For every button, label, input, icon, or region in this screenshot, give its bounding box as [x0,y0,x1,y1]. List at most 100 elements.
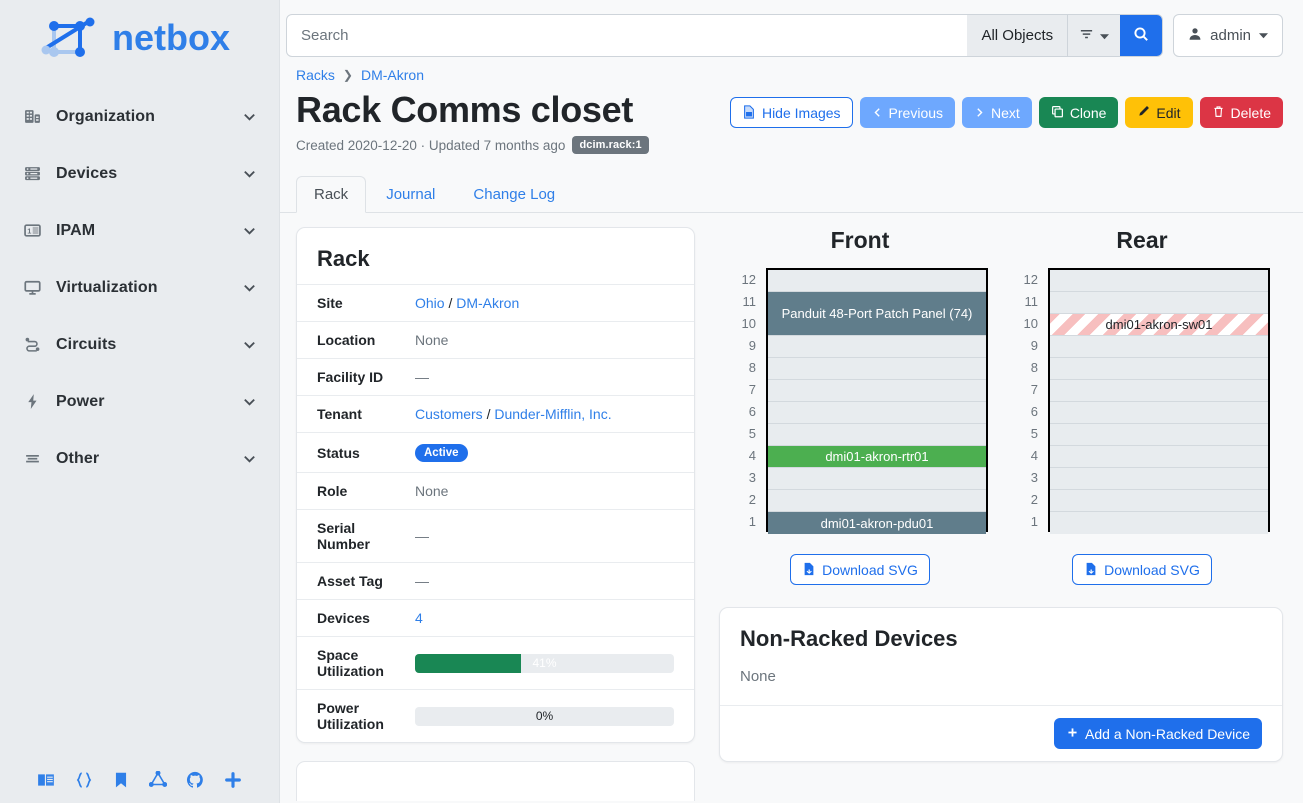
github-icon[interactable] [186,771,204,789]
graphql-icon[interactable] [149,771,168,789]
non-racked-empty-text: None [740,668,776,686]
docs-book-icon[interactable] [37,771,55,789]
search-icon [1133,26,1149,45]
rack-unit-empty[interactable] [768,402,986,425]
plus-icon [1066,726,1079,741]
rear-rack-box[interactable]: dmi01-akron-sw01 [1048,268,1270,535]
tenant-group-link[interactable]: Customers [415,406,483,423]
delete-button[interactable]: Delete [1199,97,1283,128]
other-icon [22,450,42,467]
rack-unit-empty[interactable] [768,270,986,293]
rack-card-title: Rack [317,246,370,272]
rack-unit-empty[interactable] [1050,490,1268,513]
page-title: Rack Comms closet [296,89,634,130]
sidebar-item-label: Power [56,392,105,410]
rack-unit-empty[interactable] [1050,292,1268,315]
rack-unit-empty[interactable] [768,424,986,447]
rack-unit-empty[interactable] [1050,468,1268,491]
front-rack-box[interactable]: Panduit 48-Port Patch Panel (74) dmi01-ak… [766,268,988,535]
slack-icon[interactable] [224,771,242,789]
rack-unit-empty[interactable] [1050,270,1268,293]
search-input[interactable] [287,15,968,56]
rack-unit-empty[interactable] [768,468,986,491]
bookmark-icon[interactable] [112,771,130,789]
sidebar-item-power[interactable]: Power [0,373,279,430]
rack-unit-empty[interactable] [768,336,986,359]
row-label: Devices [317,610,370,627]
add-non-racked-device-button[interactable]: Add a Non-Racked Device [1054,718,1262,750]
tab-journal[interactable]: Journal [386,186,436,204]
table-row: Location None [297,321,694,359]
table-row: Role None [297,472,694,510]
row-value: — [415,573,429,590]
rack-unit-empty[interactable] [1050,380,1268,403]
rear-elevation-wrap: 12 11 10 9 8 7 6 5 4 3 2 1 dmi01-akron-sw01 [1014,268,1270,535]
front-elevation: Front 12 11 10 9 8 7 6 5 4 3 2 1 Panduit 48-Port Pa… [719,227,1001,586]
rack-unit-empty[interactable] [1050,424,1268,447]
rack-device[interactable]: dmi01-akron-pdu01 [768,512,986,535]
rack-unit-label: 2 [1030,491,1038,507]
row-value: 4 [415,600,694,637]
download-svg-front-button[interactable]: Download SVG [790,554,930,586]
search-scope-selector[interactable]: All Objects [967,15,1068,56]
device-count-link[interactable]: 4 [415,610,423,627]
status-badge: Active [415,444,468,463]
rack-unit-empty[interactable] [1050,446,1268,469]
sidebar-item-organization[interactable]: Organization [0,88,279,145]
tenant-link[interactable]: Dunder-Mifflin, Inc. [494,406,612,423]
button-label: Hide Images [761,104,841,121]
rack-unit-empty[interactable] [1050,358,1268,381]
breadcrumb-site[interactable]: DM-Akron [360,67,424,83]
rack-unit-empty[interactable] [1050,336,1268,359]
non-racked-title: Non-Racked Devices [740,626,958,652]
hide-images-button[interactable]: Hide Images [729,97,853,128]
sidebar-item-other[interactable]: Other [0,430,279,487]
button-label: Download SVG [822,561,918,578]
row-label: Serial Number [317,520,370,553]
sidebar-item-label: Other [56,449,100,467]
site-group-link[interactable]: Ohio [415,295,445,312]
breadcrumb-racks[interactable]: Racks [296,67,335,83]
rack-unit-empty[interactable] [768,358,986,381]
rack-unit-label: 2 [748,491,756,507]
circuits-icon [22,336,42,353]
copy-icon [1051,105,1064,120]
button-label: Clone [1069,104,1107,121]
sidebar-item-virtualization[interactable]: Virtualization [0,259,279,316]
search-filter-dropdown[interactable] [1067,15,1121,56]
non-racked-devices-card: Non-Racked Devices None Add a Non-Racked… [719,607,1283,763]
chevron-right-icon [974,106,985,120]
rack-device[interactable]: dmi01-akron-sw01 [1050,314,1268,337]
tab-rack[interactable]: Rack [296,176,367,214]
rack-device[interactable]: Panduit 48-Port Patch Panel (74) [768,292,986,337]
sidebar-item-devices[interactable]: Devices [0,145,279,202]
api-braces-icon[interactable] [75,771,93,789]
rack-unit-empty[interactable] [768,490,986,513]
next-button[interactable]: Next [962,97,1032,128]
row-value: — [415,528,429,545]
row-label: Facility ID [317,369,384,386]
search-submit-button[interactable] [1120,15,1163,56]
chevron-down-icon [241,451,257,466]
clone-button[interactable]: Clone [1038,97,1119,128]
chevron-left-icon [872,106,883,120]
table-row: Power Utilization 0% [297,689,694,743]
row-value: — [415,369,429,386]
row-value: Ohio / DM-Akron [415,285,694,322]
title-row: Rack Comms closet Hide Images Previous [286,89,1283,130]
sidebar-item-circuits[interactable]: Circuits [0,316,279,373]
edit-button[interactable]: Edit [1125,97,1193,128]
row-label: Asset Tag [317,573,383,590]
site-link[interactable]: DM-Akron [456,295,520,312]
netbox-logo[interactable]: netbox [0,0,279,66]
rack-unit-empty[interactable] [1050,512,1268,535]
chevron-down-icon [241,223,257,238]
previous-button[interactable]: Previous [859,97,956,128]
tab-change-log[interactable]: Change Log [473,186,556,204]
user-menu-button[interactable]: admin [1173,14,1283,57]
download-svg-rear-button[interactable]: Download SVG [1072,554,1212,586]
rack-device[interactable]: dmi01-akron-rtr01 [768,446,986,469]
rack-unit-empty[interactable] [1050,402,1268,425]
rack-unit-empty[interactable] [768,380,986,403]
sidebar-item-ipam[interactable]: 1 IPAM [0,202,279,259]
